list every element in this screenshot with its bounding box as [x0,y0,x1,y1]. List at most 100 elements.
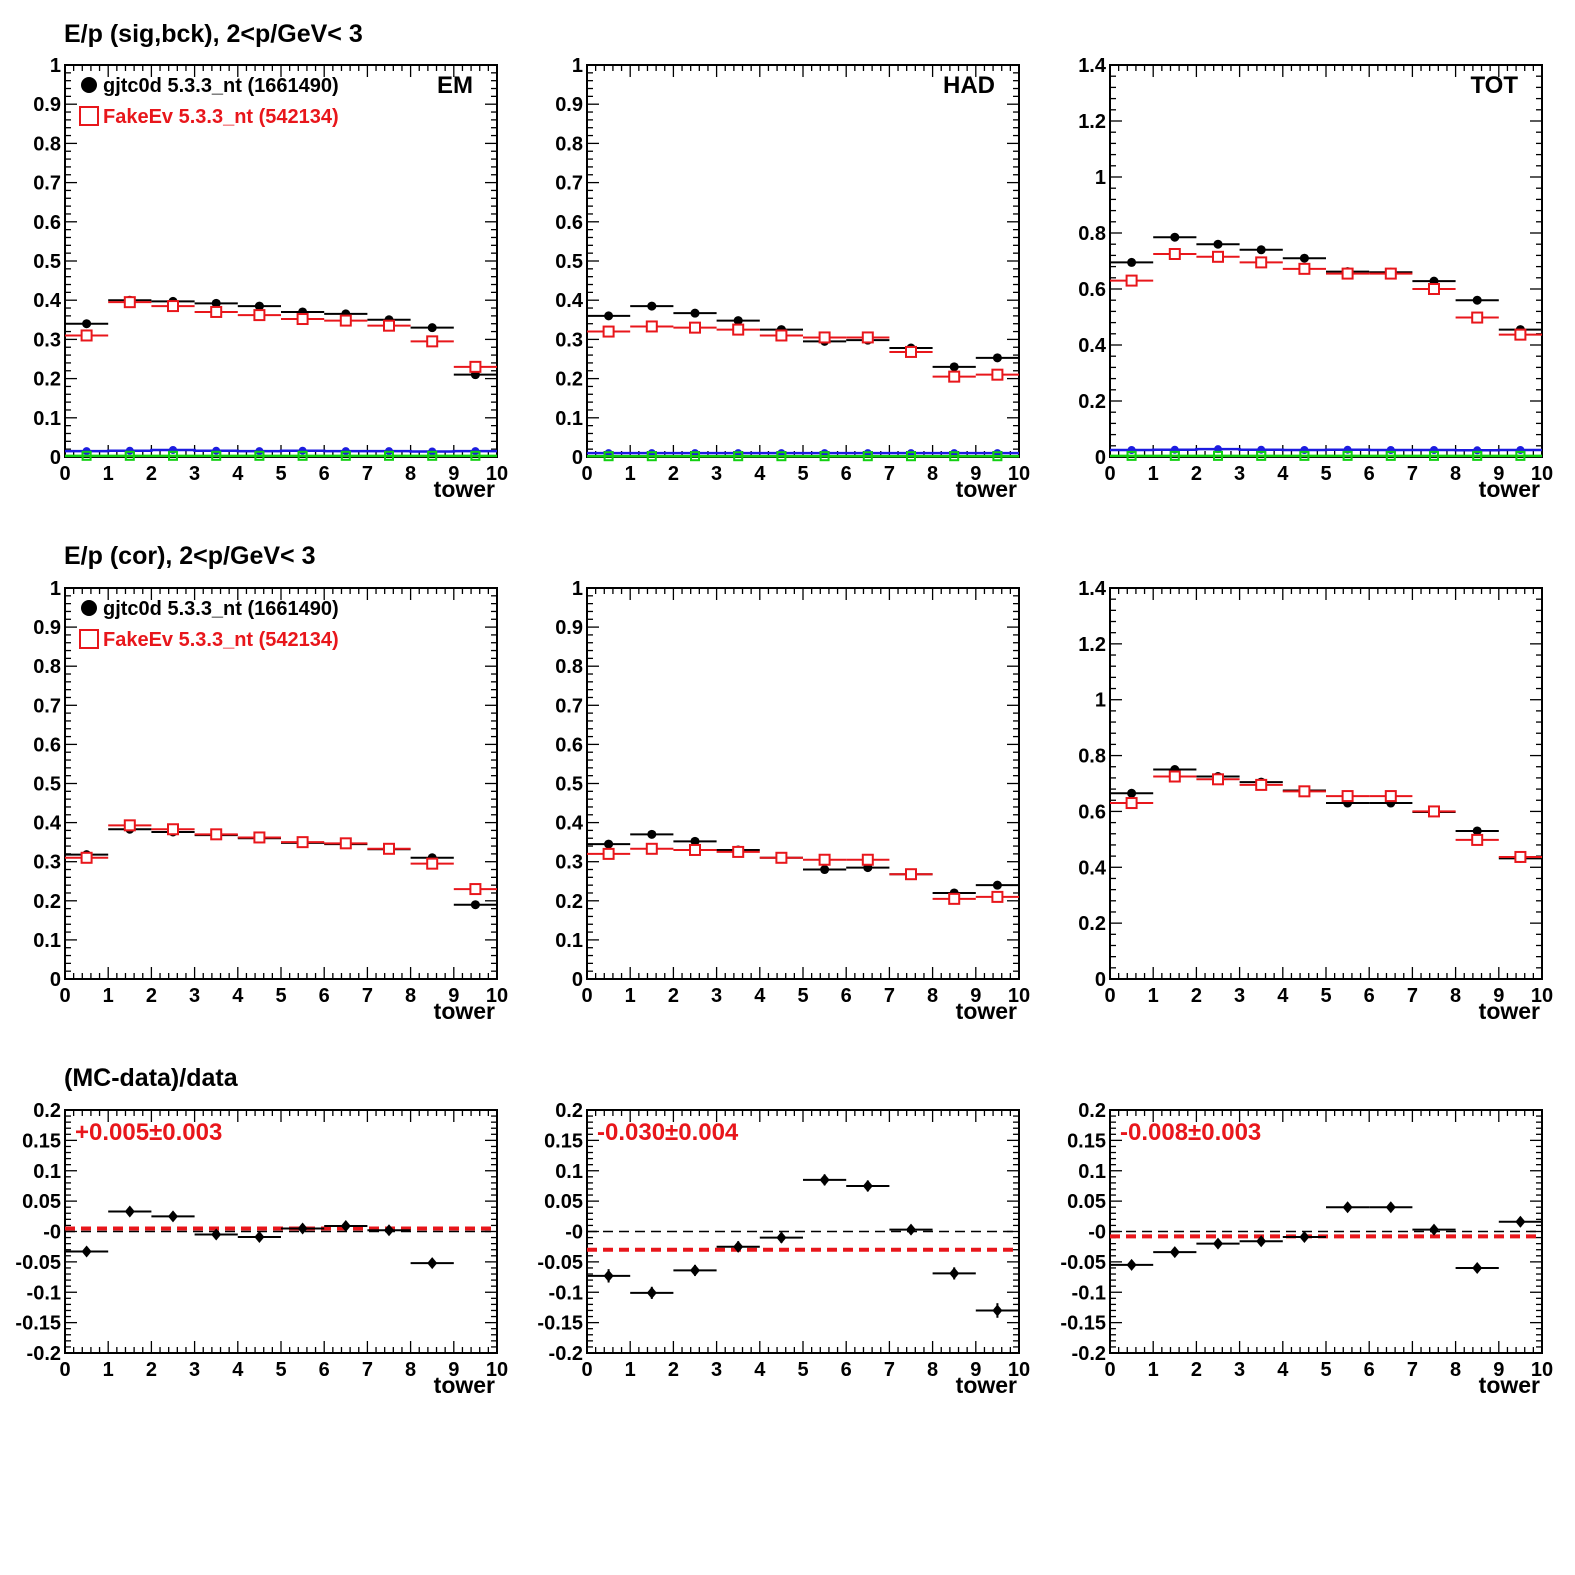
background-point [603,451,614,462]
x-tick-label: 2 [146,463,157,485]
mc-point [732,845,745,858]
x-axis-label: tower [434,476,495,502]
background-point [1342,450,1353,461]
y-tick-label: 0.05 [544,1191,583,1213]
ratio-point [819,1173,830,1186]
mc-point [1428,805,1440,818]
mc-point [1471,311,1484,324]
mc-point [1384,267,1397,280]
x-tick-label: 6 [1364,1359,1375,1381]
legend-mc-label: FakeEv 5.3.3_nt (542134) [103,629,339,651]
y-tick-label: -0 [1088,1222,1106,1244]
y-tick-label: 0.8 [1078,746,1106,768]
mc-point [732,323,745,336]
x-tick-label: 6 [319,1359,330,1381]
background-point [1385,450,1396,461]
x-tick-label: 8 [1450,1359,1461,1381]
y-tick-label: 0.2 [1078,391,1106,413]
ratio-point [81,1245,92,1258]
y-tick-label: 1.2 [1078,111,1106,133]
y-tick-label: 1 [1095,690,1106,712]
x-tick-label: 9 [448,985,459,1007]
mc-point [948,370,961,383]
background-point [427,450,438,461]
mc-point [818,853,831,866]
y-tick-label: 0.2 [555,891,583,913]
x-tick-label: 7 [884,985,895,1007]
y-tick-label: 0.3 [33,852,61,874]
ratio-point [1472,1261,1483,1274]
data-point [1127,257,1137,267]
mc-point [1428,283,1440,295]
ratio-point [1126,1258,1137,1271]
background-line [1110,447,1542,452]
mc-point [167,300,179,313]
x-tick-label: 9 [970,985,981,1007]
background-point [949,451,960,462]
y-tick-label: 0.15 [544,1130,583,1152]
data-point [1256,245,1266,255]
y-tick-label: 0.1 [1078,1161,1106,1183]
data-point [690,836,700,846]
x-tick-label: 0 [581,463,592,485]
x-tick-label: 3 [711,985,722,1007]
y-tick-label: 0.3 [555,852,583,874]
y-tick-label: 1 [572,55,583,77]
series-diamond [587,1173,1019,1318]
x-tick-label: 0 [1104,985,1115,1007]
x-tick-label: 6 [841,463,852,485]
legend-mc-marker [79,106,99,126]
mc-point [210,828,223,841]
x-tick-label: 10 [1531,463,1553,485]
y-tick-label: 0.9 [33,94,61,116]
ratio-point [211,1228,222,1241]
ratio-point [646,1286,657,1299]
x-tick-label: 7 [1407,463,1418,485]
y-tick-label: -0.1 [27,1282,61,1304]
x-tick-label: 5 [275,985,286,1007]
series-square [587,320,1019,383]
x-tick-label: 4 [754,463,766,485]
series-square [1110,248,1542,341]
x-tick-label: 4 [232,463,244,485]
data-point [254,301,264,311]
mc-point [383,842,395,855]
x-tick-label: 1 [103,1359,114,1381]
background-point [1429,450,1439,461]
y-tick-label: 0.1 [555,408,583,430]
ratio-point [427,1257,438,1270]
x-tick-label: 6 [841,985,852,1007]
data-point [604,311,614,321]
y-tick-label: 0.9 [555,617,583,639]
ratio-point [1256,1235,1267,1248]
x-tick-label: 10 [486,1359,508,1381]
x-tick-label: 9 [448,1359,459,1381]
ratio-point [340,1220,351,1233]
mc-point [948,892,961,905]
legend-data-marker [81,600,97,616]
y-tick-label: 0.6 [555,212,583,234]
row-title-cor: E/p (cor), 2<p/GeV< 3 [64,542,316,570]
x-tick-label: 8 [1450,985,1461,1007]
mc-point [689,843,701,856]
mc-point [296,836,309,849]
x-tick-label: 0 [59,463,70,485]
mc-point [645,320,658,333]
legend-mc-label: FakeEv 5.3.3_nt (542134) [103,106,339,128]
y-tick-label: -0.05 [1060,1252,1106,1274]
y-tick-label: 0.5 [555,251,583,273]
mc-point [602,325,615,338]
data-point [1170,232,1180,242]
x-tick-label: 2 [146,1359,157,1381]
mc-point [167,823,179,836]
x-tick-label: 9 [1493,1359,1504,1381]
y-tick-label: -0.05 [15,1252,61,1274]
x-tick-label: 4 [1277,1359,1289,1381]
x-tick-label: 4 [232,985,244,1007]
data-point [949,362,959,372]
x-tick-label: 3 [189,985,200,1007]
x-tick-label: 4 [232,1359,244,1381]
